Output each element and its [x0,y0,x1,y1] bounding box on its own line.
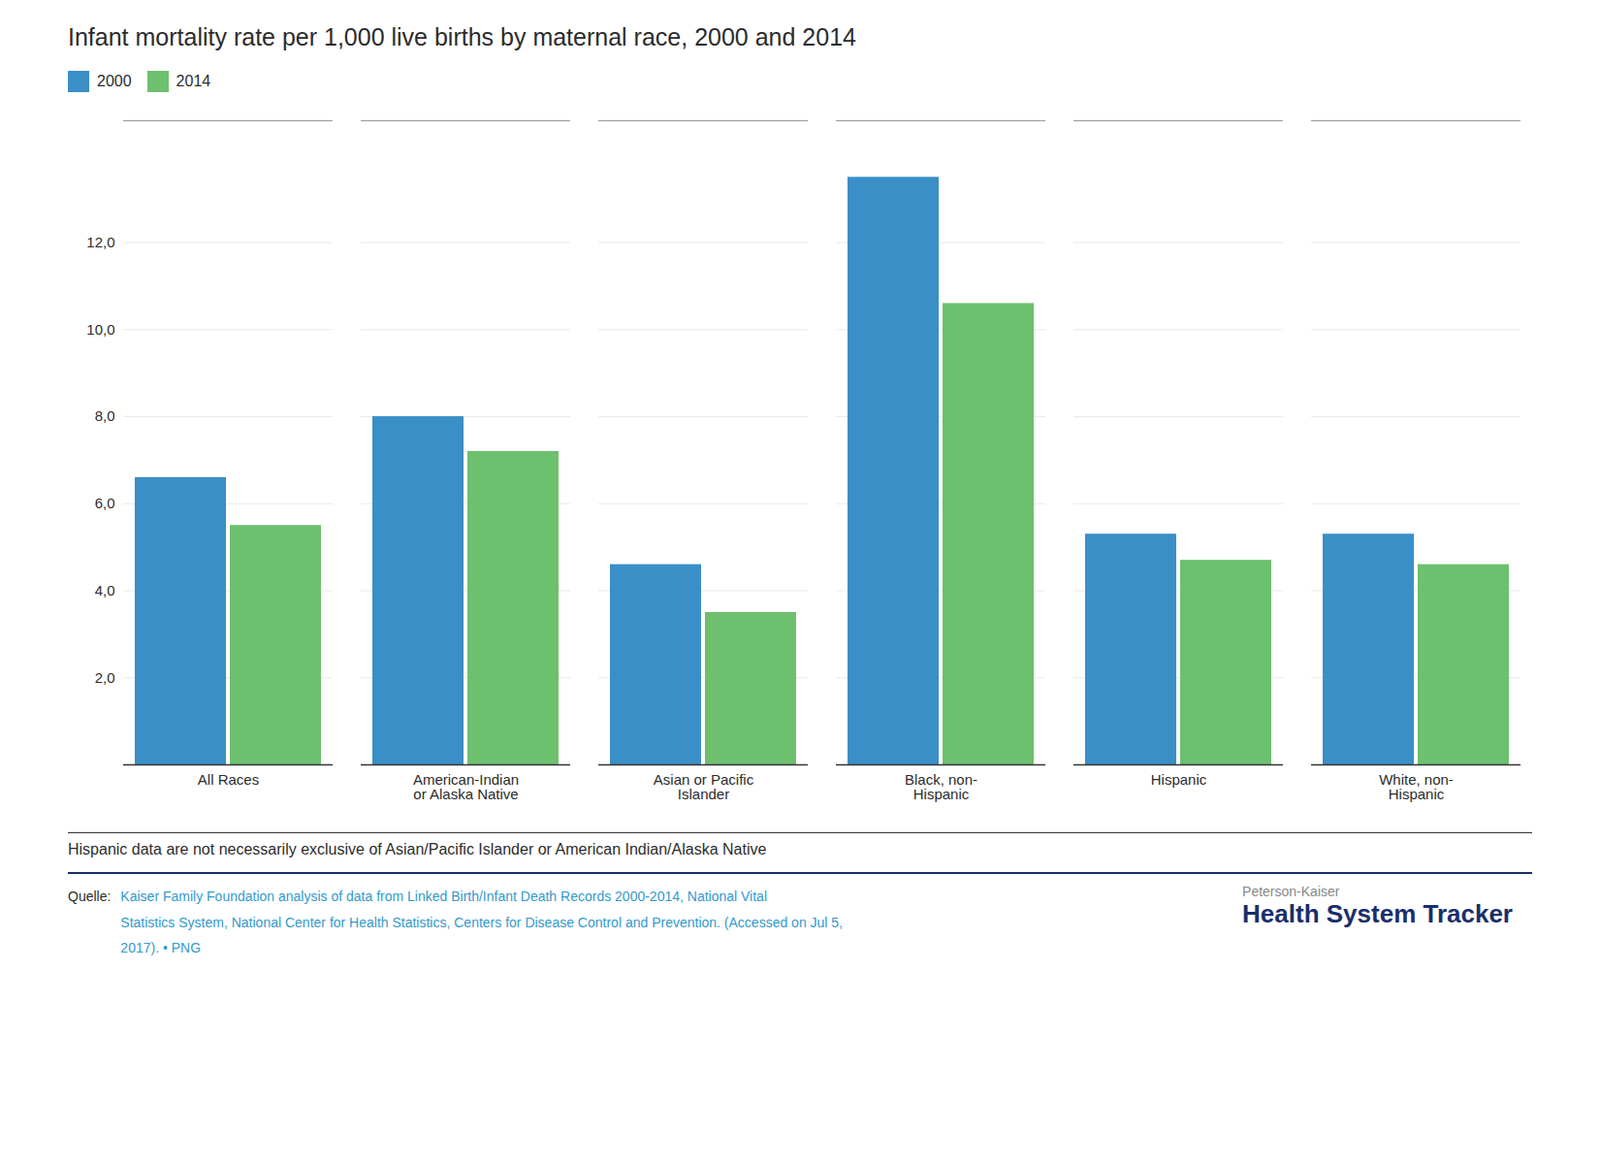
svg-text:4,0: 4,0 [95,581,116,599]
html-text:2014: 2014 [176,72,211,89]
svg-text:Hispanic: Hispanic [1151,770,1208,788]
svg-text:12,0: 12,0 [86,233,115,251]
svg-text:2,0: 2,0 [95,669,116,686]
html-text:Kaiser Family Foundation analy: Kaiser Family Foundation analysis of dat… [120,888,768,904]
svg-text:8,0: 8,0 [95,407,116,424]
html-text:Quelle:: Quelle: [67,888,111,904]
svg-text:10,0: 10,0 [86,320,115,338]
svg-text:Asian or PacificIslander: Asian or PacificIslander [653,770,755,802]
svg-text:American-Indianor Alaska Nativ: American-Indianor Alaska Native [413,770,519,802]
svg-text:All Races: All Races [197,770,259,788]
svg-text:6,0: 6,0 [95,494,116,512]
html-text:Hispanic data are not necessar: Hispanic data are not necessarily exclus… [67,840,767,858]
svg-text:White, non-Hispanic: White, non-Hispanic [1378,770,1454,802]
html-text:Peterson-Kaiser: Peterson-Kaiser [1242,883,1340,899]
html-text:Health System Tracker: Health System Tracker [1242,898,1513,928]
html-text:2000: 2000 [96,72,132,89]
html-text:Infant mortality rate per 1,00: Infant mortality rate per 1,000 live bir… [67,23,857,51]
html-text:Statistics System, National Ce: Statistics System, National Center for H… [120,914,843,930]
svg-text:Black, non-Hispanic: Black, non-Hispanic [904,770,978,802]
html-text:2017). • PNG: 2017). • PNG [120,939,201,956]
